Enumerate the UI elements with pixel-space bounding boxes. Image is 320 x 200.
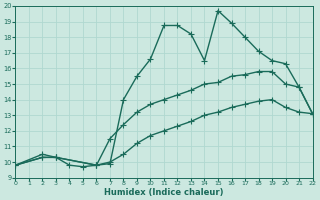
X-axis label: Humidex (Indice chaleur): Humidex (Indice chaleur) (104, 188, 224, 197)
